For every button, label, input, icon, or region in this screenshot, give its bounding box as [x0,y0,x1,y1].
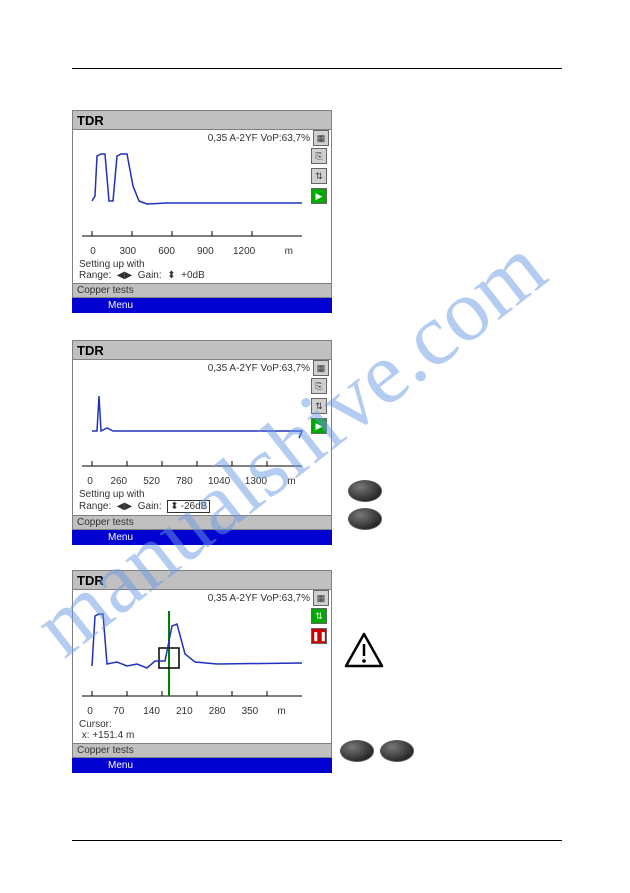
oval-button-left[interactable] [340,740,374,762]
side-icon[interactable]: ⇅ [311,608,327,624]
top-rule [72,68,562,69]
range-gain-row: Range: ◀▶ Gain: ⬍-26dB [79,500,325,513]
setting-label: Setting up with [79,489,325,500]
axis-labels: 0 70 140 210 280 350 m [72,706,332,717]
oval-button-down[interactable] [348,508,382,530]
oval-button-up[interactable] [348,480,382,502]
tdr-panel-2: TDR 0,35 A-2YF VoP:63,7% ▦ ⎘ ⇅ [72,340,332,545]
cursor-value: x: +151.4 m [79,730,325,741]
trace-svg [77,606,307,706]
axis-labels: 0 260 520 780 1040 1300 m [72,476,332,487]
panel-title: TDR [72,110,332,130]
status-icon: ▦ [313,360,329,376]
range-gain-row: Range: ◀▶ Gain: ⬍ +0dB [79,270,325,281]
status-icon: ▦ [313,590,329,606]
cursor-label: Cursor: [79,719,325,730]
info-text: 0,35 A-2YF VoP:63,7% [208,133,310,144]
tdr-panel-3: TDR 0,35 A-2YF VoP:63,7% ▦ [72,570,332,773]
info-text: 0,35 A-2YF VoP:63,7% [208,593,310,604]
axis-labels: 0 300 600 900 1200 m [72,246,332,257]
side-icon[interactable]: ⇅ [311,398,327,414]
side-icon[interactable]: ⎘ [311,378,327,394]
play-icon[interactable]: ▶ [311,188,327,204]
trace-svg [77,376,307,476]
info-bar: 0,35 A-2YF VoP:63,7% ▦ [72,590,332,606]
copper-tests-label: Copper tests [72,743,332,758]
panel-title: TDR [72,570,332,590]
info-text: 0,35 A-2YF VoP:63,7% [208,363,310,374]
warning-icon [344,632,384,673]
oval-button-right[interactable] [380,740,414,762]
play-icon[interactable]: ▶ [311,418,327,434]
side-icon[interactable]: ⇅ [311,168,327,184]
setting-label: Setting up with [79,259,325,270]
plot-area: ⇅ ❚❚ [72,606,332,706]
nav-buttons-vertical [348,480,382,530]
pause-icon[interactable]: ❚❚ [311,628,327,644]
copper-tests-label: Copper tests [72,515,332,530]
trace-svg [77,146,307,246]
menu-button[interactable]: Menu [72,298,332,313]
panel-title: TDR [72,340,332,360]
info-bar: 0,35 A-2YF VoP:63,7% ▦ [72,130,332,146]
menu-button[interactable]: Menu [72,758,332,773]
status-icon: ▦ [313,130,329,146]
copper-tests-label: Copper tests [72,283,332,298]
tdr-panel-1: TDR 0,35 A-2YF VoP:63,7% ▦ ⎘ ⇅ ▶ [72,110,332,313]
bottom-rule [72,840,562,841]
nav-buttons-horizontal [340,740,414,762]
plot-area: ⎘ ⇅ ▶ [72,146,332,246]
info-bar: 0,35 A-2YF VoP:63,7% ▦ [72,360,332,376]
side-icon[interactable]: ⎘ [311,148,327,164]
menu-button[interactable]: Menu [72,530,332,545]
plot-area: ⎘ ⇅ ▶ [72,376,332,476]
